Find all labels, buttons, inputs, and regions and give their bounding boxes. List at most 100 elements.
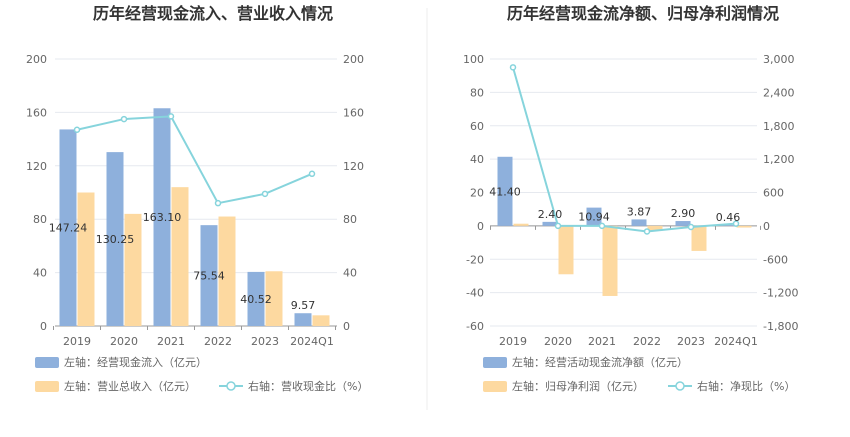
chart2-left-tick-label: 40 <box>470 153 484 166</box>
chart2-right-tick-label: 2,400 <box>763 86 795 99</box>
chart2-right-tick-label: 0 <box>763 220 770 233</box>
chart2-right-tick-label: -1,200 <box>763 287 798 300</box>
chart1-bar-secondary <box>77 192 95 326</box>
chart2-data-label: 41.40 <box>489 185 521 198</box>
chart2-bar-secondary <box>513 223 529 226</box>
chart2-data-label: 3.87 <box>627 205 652 218</box>
chart1-bar-primary <box>59 129 77 326</box>
chart2-left-tick-label: -60 <box>466 320 484 333</box>
chart1-line-point <box>167 113 175 120</box>
chart2-bar-primary <box>542 221 558 226</box>
chart1-line-point <box>214 199 222 207</box>
chart2-x-tick-label: 2022 <box>633 335 661 348</box>
chart2-line-point <box>687 223 695 231</box>
chart1-left-tick-label: 200 <box>26 53 47 66</box>
chart1-legend-label-line: 右轴：营收现金比（%） <box>248 379 368 393</box>
chart1-legend-label-primary: 左轴：经营现金流入（亿元） <box>64 355 207 369</box>
chart1-line-point <box>120 115 128 123</box>
chart2-right-tick-label: -1,800 <box>763 320 798 333</box>
chart1-line-point <box>261 190 269 198</box>
chart1-x-tick-label: 2022 <box>204 335 232 348</box>
chart1-right-tick-label: 120 <box>343 160 364 173</box>
chart2-right-tick-label: -600 <box>763 253 788 266</box>
chart2-bar-secondary <box>602 225 618 296</box>
chart1-left-tick-label: 120 <box>26 160 47 173</box>
chart1-data-label: 130.25 <box>96 233 135 246</box>
chart2-left-tick-label: 20 <box>470 187 484 200</box>
chart2-bar-primary <box>675 221 691 226</box>
chart2-right-tick-label: 600 <box>763 187 784 200</box>
chart1-left-tick-label: 80 <box>33 213 47 226</box>
chart2-left-tick-label: 100 <box>463 53 484 66</box>
chart1-data-label: 9.57 <box>291 299 316 312</box>
chart1-bar-primary <box>247 271 265 326</box>
chart1-data-label: 75.54 <box>193 270 225 283</box>
chart2-x-tick-label: 2019 <box>499 335 527 348</box>
chart1-left-tick-label: 160 <box>26 106 47 119</box>
chart2-left-tick-label: 80 <box>470 86 484 99</box>
chart2-line-point <box>598 222 606 230</box>
chart1-x-tick-label: 2024Q1 <box>290 335 334 348</box>
chart2-right-tick-label: 1,200 <box>763 153 795 166</box>
chart2-legend-swatch-line-marker <box>675 381 685 391</box>
chart2-left-tick-label: -20 <box>466 253 484 266</box>
chart2-left-tick-label: 60 <box>470 120 484 133</box>
chart2-x-tick-label: 2021 <box>588 335 616 348</box>
chart2-bar-secondary <box>691 225 707 251</box>
chart1-left-tick-label: 40 <box>33 267 47 280</box>
chart2-legend-label-primary: 左轴：经营活动现金流净额（亿元） <box>512 355 688 369</box>
chart1-right-tick-label: 40 <box>343 267 357 280</box>
chart2-line-series <box>512 67 737 233</box>
chart1-bar-secondary <box>312 315 330 326</box>
chart2-bar-primary <box>586 207 602 226</box>
chart1-x-tick-label: 2019 <box>63 335 91 348</box>
chart2-bar-secondary <box>558 225 574 275</box>
chart1-line-point <box>73 126 81 134</box>
chart2-line-point <box>509 64 517 71</box>
chart1-right-tick-label: 80 <box>343 213 357 226</box>
chart1-line-series <box>76 115 313 205</box>
chart1-legend-swatch-line-marker <box>226 381 236 391</box>
chart1-x-tick-label: 2023 <box>251 335 279 348</box>
chart2-right-tick-label: 3,000 <box>763 53 795 66</box>
chart1-x-tick-label: 2020 <box>110 335 138 348</box>
chart2-bar-secondary <box>647 225 663 231</box>
chart1-bar-primary <box>294 313 312 326</box>
chart2-legend-swatch-primary <box>483 357 507 368</box>
chart2-data-label: 0.46 <box>716 211 741 224</box>
chart2-legend-label-line: 右轴：净现比（%） <box>697 379 795 393</box>
chart2-line-point <box>732 220 740 227</box>
chart1-x-tick-label: 2021 <box>157 335 185 348</box>
chart1-right-tick-label: 0 <box>343 320 350 333</box>
chart2-legend-label-secondary: 左轴：归母净利润（亿元） <box>512 379 644 393</box>
chart2-line-point <box>643 228 651 235</box>
chart2-right-tick-label: 1,800 <box>763 120 795 133</box>
chart2-data-label: 10.94 <box>578 211 610 224</box>
chart2-x-tick-label: 2024Q1 <box>714 335 758 348</box>
chart1-bar-secondary <box>171 187 189 326</box>
chart1-data-label: 40.52 <box>240 293 272 306</box>
chart2-legend-swatch-secondary <box>483 381 507 392</box>
chart2-bar-primary <box>631 219 647 226</box>
chart1-bar-primary <box>153 108 171 326</box>
chart2-data-label: 2.40 <box>538 208 563 221</box>
chart1-legend-swatch-secondary <box>35 381 59 392</box>
chart1-left-tick-label: 0 <box>40 320 47 333</box>
chart1-bar-primary <box>106 152 124 326</box>
chart1-legend-swatch-primary <box>35 357 59 368</box>
chart1-legend-label-secondary: 左轴：营业总收入（亿元） <box>64 379 196 393</box>
chart2-left-tick-label: -40 <box>466 287 484 300</box>
chart2-bar-primary <box>497 156 513 226</box>
chart2-bar-secondary <box>736 225 752 228</box>
chart1-bar-secondary <box>124 213 142 326</box>
chart1-right-tick-label: 160 <box>343 106 364 119</box>
chart1-bar-secondary <box>218 216 236 326</box>
chart1-title: 历年经营现金流入、营业收入情况 <box>93 4 333 23</box>
chart2-bar-primary <box>720 225 736 226</box>
chart2-left-tick-label: 0 <box>477 220 484 233</box>
chart2-line-point <box>554 222 562 230</box>
chart1-bar-primary <box>200 225 218 326</box>
chart1-line-point <box>308 170 316 178</box>
